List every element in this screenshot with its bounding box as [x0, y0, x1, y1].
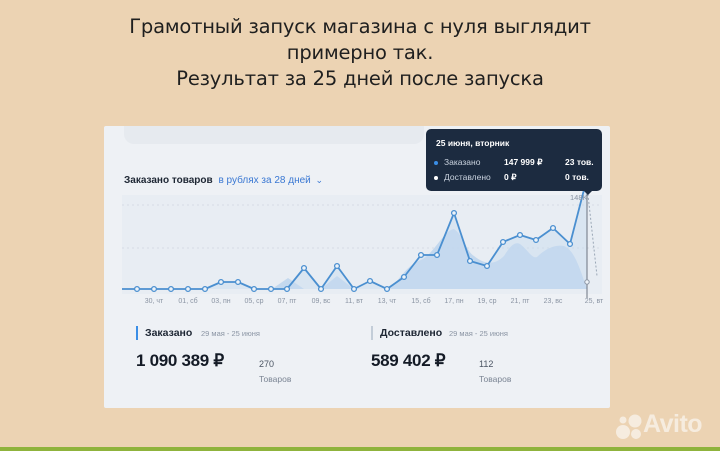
- legend-dot-icon: [434, 175, 438, 180]
- period-selector[interactable]: в рублях за 28 дней: [218, 175, 311, 186]
- tooltip-value: 147 999 ₽: [504, 157, 543, 167]
- data-points: [133, 209, 574, 293]
- svg-text:21, пт: 21, пт: [511, 298, 530, 305]
- hover-dash: [586, 185, 598, 277]
- svg-text:15, сб: 15, сб: [411, 297, 430, 305]
- stat-amount: 589 402 ₽: [371, 351, 446, 370]
- headline-line-2: примерно так.: [286, 41, 434, 64]
- orders-line-chart[interactable]: 148K 30, чт 01, сб 03, пн 05, ср 07, пт 09, …: [104, 126, 610, 316]
- stat-accent-bar: [136, 326, 138, 340]
- svg-text:13, чт: 13, чт: [378, 298, 397, 305]
- svg-text:07, пт: 07, пт: [278, 298, 297, 305]
- tooltip-value: 0 ₽: [504, 172, 517, 182]
- tooltip-count: 0 тов.: [565, 172, 589, 182]
- avito-logo-icon: [616, 414, 642, 439]
- svg-text:09, вс: 09, вс: [312, 298, 331, 305]
- tooltip-count: 23 тов.: [565, 157, 594, 167]
- svg-text:30, чт: 30, чт: [145, 298, 164, 305]
- chevron-down-icon[interactable]: ⌄: [315, 175, 324, 185]
- card-top-strip: [124, 126, 424, 144]
- stat-count-label: Товаров: [259, 374, 292, 384]
- stat-name: Доставлено: [380, 327, 443, 339]
- headline: Грамотный запуск магазина с нуля выгляди…: [0, 14, 720, 92]
- svg-text:03, пн: 03, пн: [211, 298, 230, 305]
- chart-title: Заказано товаров: [124, 175, 213, 186]
- svg-text:05, ср: 05, ср: [244, 298, 263, 305]
- stat-amount: 1 090 389 ₽: [136, 351, 224, 370]
- legend-dot-icon: [434, 160, 438, 165]
- svg-text:25, вт: 25, вт: [585, 298, 604, 305]
- tooltip-date: 25 июня, вторник: [436, 138, 510, 148]
- stat-name: Заказано: [145, 327, 193, 339]
- svg-text:11, вт: 11, вт: [345, 298, 364, 305]
- delivered-zero-point: [584, 279, 590, 285]
- tooltip-row-delivered: Доставлено 0 ₽ 0 тов.: [434, 172, 589, 184]
- peak-label: 148K: [570, 193, 588, 202]
- svg-text:19, ср: 19, ср: [477, 298, 496, 305]
- stat-count: 112: [479, 359, 494, 369]
- svg-text:01, сб: 01, сб: [178, 297, 197, 305]
- headline-line-3: Результат за 25 дней после запуска: [176, 67, 544, 90]
- chart-header: Заказано товаров в рублях за 28 дней ⌄: [124, 175, 323, 186]
- tooltip-arrow: [582, 189, 594, 195]
- stat-accent-bar: [371, 326, 373, 340]
- x-axis-labels: 30, чт 01, сб 03, пн 05, ср 07, пт 09, вс 11…: [145, 297, 604, 305]
- tooltip-row-ordered: Заказано 147 999 ₽ 23 тов.: [434, 157, 594, 169]
- bottom-strip: [0, 447, 720, 451]
- headline-line-1: Грамотный запуск магазина с нуля выгляди…: [129, 15, 591, 38]
- stat-count: 270: [259, 359, 275, 369]
- delivered-area: [137, 229, 587, 289]
- tooltip-label: Доставлено: [444, 172, 491, 182]
- chart-tooltip: 25 июня, вторник Заказано 147 999 ₽ 23 т…: [426, 129, 602, 191]
- svg-text:23, вс: 23, вс: [544, 298, 563, 305]
- svg-text:17, пн: 17, пн: [444, 298, 463, 305]
- stat-range: 29 мая - 25 июня: [201, 329, 260, 338]
- avito-wordmark: Avito: [643, 410, 703, 438]
- stat-range: 29 мая - 25 июня: [449, 329, 508, 338]
- tooltip-label: Заказано: [444, 157, 481, 167]
- analytics-card: Заказано товаров в рублях за 28 дней ⌄: [104, 126, 610, 408]
- stat-count-label: Товаров: [479, 374, 512, 384]
